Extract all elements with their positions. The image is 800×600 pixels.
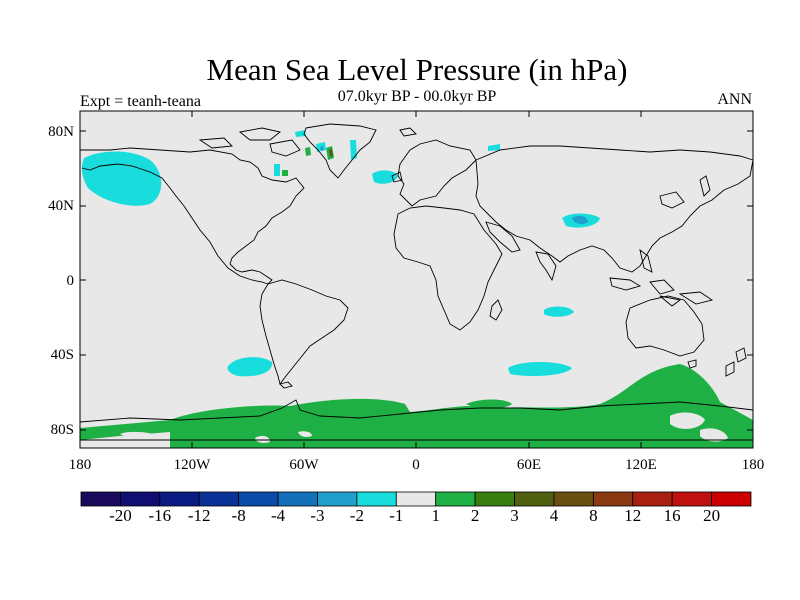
colorbar-swatch (277, 491, 318, 507)
africa-coast (393, 205, 503, 331)
colorbar-swatch (632, 491, 673, 507)
colorbar-swatch (80, 491, 121, 507)
colorbar-label: -4 (270, 506, 286, 525)
baffin-cyan-patch (274, 164, 280, 176)
colorbar-label: -16 (148, 506, 172, 525)
experiment-label: Expt = teanh-teana (80, 93, 201, 110)
lon-label-60w: 60W (289, 457, 319, 473)
colorbar-swatch (514, 491, 555, 507)
colorbar-label: -2 (349, 506, 364, 525)
colorbar-swatch (198, 491, 240, 507)
high-cores (329, 149, 333, 157)
colorbar-swatch (553, 491, 594, 507)
colorbar-swatch (238, 491, 279, 507)
south-indian-low (508, 362, 572, 376)
colorbar-swatch (592, 491, 634, 507)
south-pacific-low (227, 357, 273, 377)
southern-ocean-band (170, 364, 753, 448)
negative-anomaly-regions (81, 130, 600, 377)
longitude-ticks (79, 111, 754, 448)
season-label: ANN (717, 91, 752, 108)
colorbar-label: -3 (310, 506, 325, 525)
colorbar-label: -20 (109, 506, 132, 525)
green-blob-southatlantic (466, 399, 512, 409)
north-pacific-low (81, 151, 162, 206)
colorbar-label: 2 (470, 506, 480, 525)
indian-ocean-low (544, 306, 574, 317)
colorbar-swatch (474, 491, 515, 507)
colorbar-label: 16 (663, 506, 681, 525)
australia-coast (625, 295, 705, 357)
colorbar-swatch (159, 491, 200, 507)
europe-coast (397, 139, 477, 207)
colorbar-swatch (395, 491, 437, 507)
colorbar-swatch (120, 491, 161, 507)
darker-low-cores (320, 146, 588, 225)
colorbar-label: 8 (589, 506, 598, 525)
colorbar-label: -12 (187, 506, 211, 525)
colorbar-swatch (671, 491, 712, 507)
lon-label-120e: 120E (625, 457, 657, 473)
north-atlantic-low (372, 170, 398, 184)
lon-label-180w: 180 (68, 457, 92, 473)
colorbar-label: 3 (510, 506, 519, 525)
lon-label-0: 0 (412, 457, 420, 473)
lon-label-120w: 120W (173, 457, 211, 473)
lat-label-80s: 80S (50, 422, 74, 438)
north-america-coast (80, 147, 305, 285)
colorbar-swatch (711, 491, 752, 507)
lat-label-40n: 40N (48, 198, 74, 214)
colorbar-label: 4 (549, 506, 559, 525)
latitude-ticks (80, 130, 753, 431)
colorbar-label: -8 (231, 506, 246, 525)
lat-label-80n: 80N (48, 124, 74, 140)
colorbar-label: 20 (703, 506, 721, 525)
lon-label-60e: 60E (516, 457, 542, 473)
colorbar-label: 12 (624, 506, 642, 525)
baffin-green-patch (282, 170, 288, 176)
colorbar-label: -1 (389, 506, 404, 525)
arctic-cyan-patch-2 (488, 144, 500, 151)
coastlines (79, 123, 754, 441)
map-subtitle: 07.0kyr BP - 00.0kyr BP (337, 88, 497, 105)
positive-anomaly-regions (80, 146, 753, 448)
colorbar (80, 491, 752, 507)
antarctica-coast (79, 399, 754, 423)
lat-label-40s: 40S (50, 347, 74, 363)
lon-label-180e: 180 (741, 457, 765, 473)
colorbar-swatch (317, 491, 358, 507)
greenland-cyan-patch-2 (350, 140, 357, 160)
south-america-coast (259, 279, 349, 386)
arctic-green-patch (305, 147, 311, 156)
colorbar-swatch (356, 491, 397, 507)
colorbar-swatch (435, 491, 476, 507)
antarctic-light-patches (120, 412, 728, 443)
map-title: Mean Sea Level Pressure (in hPa) (206, 52, 628, 87)
colorbar-label: 1 (431, 506, 440, 525)
arctic-cyan-patch-1 (295, 130, 306, 137)
antarctic-west-patch (80, 420, 170, 440)
greenland-coast (303, 123, 377, 179)
lat-label-0: 0 (66, 273, 75, 289)
asia-coast (475, 145, 754, 273)
